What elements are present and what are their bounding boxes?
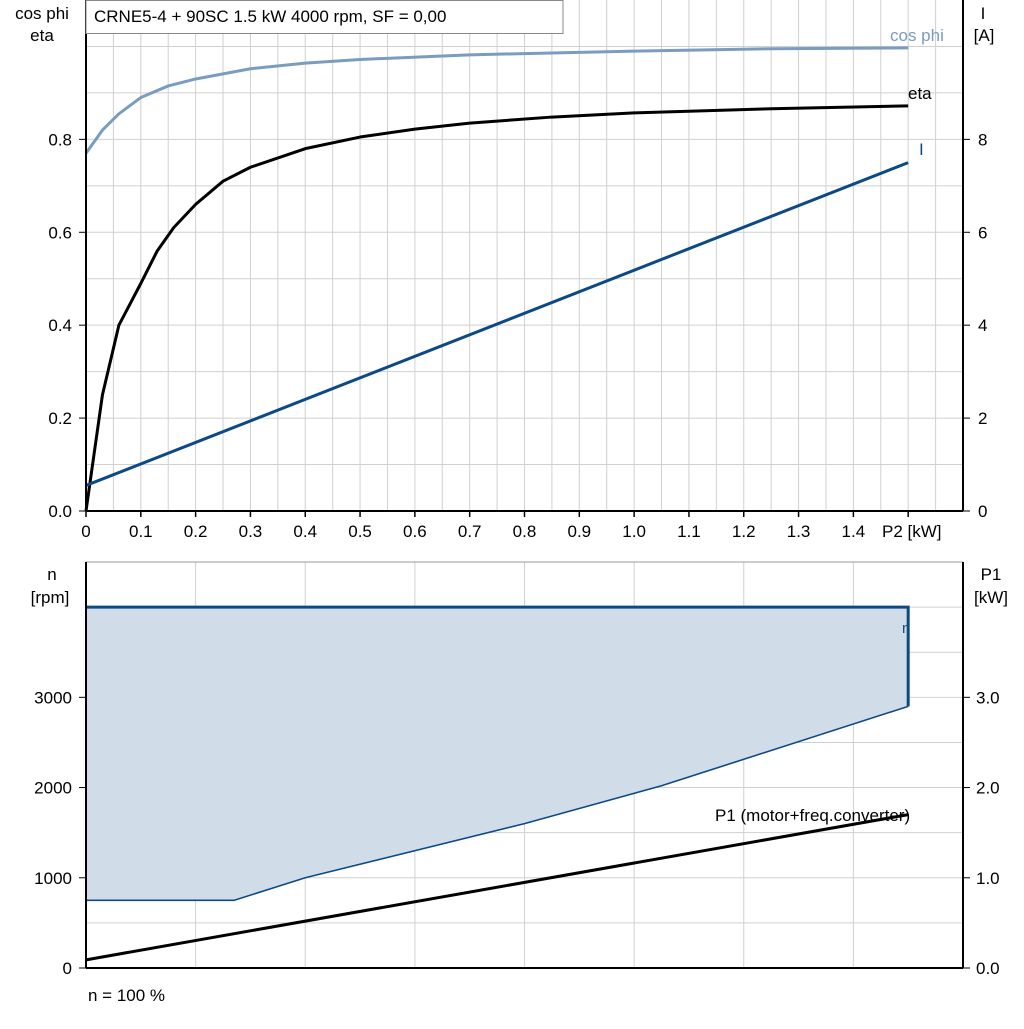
bottom-left-ylabel-2: [rpm] [31,588,70,607]
y-tick-label-left: 0 [63,959,72,978]
x-tick-label: 0.4 [293,522,317,541]
y-tick-label-left: 3000 [34,688,72,707]
x-tick-label: 1.1 [677,522,701,541]
title-box [85,0,564,34]
y-tick-label-left: 0.4 [48,316,72,335]
x-tick-label: 0.9 [567,522,591,541]
speed-lower-line [86,705,909,902]
y-tick-label-right: 8 [978,130,987,149]
x-tick-label: 0 [81,522,90,541]
p1-line [85,813,909,962]
y-tick-label-left: 1000 [34,869,72,888]
y-tick-label-right: 2.0 [976,779,1000,798]
x-tick-label: 0.1 [129,522,153,541]
top-xlabel: P2 [kW] [882,522,942,541]
top-right-ylabel-1: I [981,4,986,23]
speed-range-area [86,607,909,901]
footer-note: n = 100 % [88,986,165,1005]
y-tick-label-left: 0.2 [48,409,72,428]
bottom-right-ylabel-1: P1 [981,565,1002,584]
y-tick-label-right: 4 [978,316,987,335]
x-tick-label: 0.3 [239,522,263,541]
y-tick-label-left: 2000 [34,779,72,798]
top-right-ylabel-2: [A] [974,26,995,45]
eta-line [84,104,909,512]
chart-title: CRNE5-4 + 90SC 1.5 kW 4000 rpm, SF = 0,0… [94,7,446,26]
bottom-left-ylabel-1: n [47,565,56,584]
x-tick-label: 0.7 [458,522,482,541]
x-tick-label: 1.2 [732,522,756,541]
y-tick-label-left: 0.8 [48,130,72,149]
cosphi-line [84,46,909,155]
y-tick-label-right: 0 [978,502,987,521]
series-label-cosphi: cos phi [890,26,944,45]
y-tick-label-left: 0.0 [48,502,72,521]
chart-marks [84,46,910,962]
top-left-ylabel-2: eta [30,26,54,45]
y-tick-label-right: 1.0 [976,869,1000,888]
speed-upper-line [86,605,910,707]
y-tick-label-left: 0.6 [48,223,72,242]
y-tick-label-right: 6 [978,223,987,242]
x-tick-label: 0.6 [403,522,427,541]
x-tick-label: 1.4 [842,522,866,541]
axes: 0 0.1 0.2 0.3 0.4 0.5 0.6 0.7 0.8 0.9 1.0 1.1 1.2 1.3… [34,0,1000,978]
series-label-eta: eta [908,84,932,103]
y-tick-label-right: 3.0 [976,688,1000,707]
x-tick-label: 0.2 [184,522,208,541]
x-tick-label: 0.5 [348,522,372,541]
y-tick-label-right: 2 [978,409,987,428]
series-label-p1: P1 (motor+freq.converter) [715,806,910,825]
series-label-current: I [919,140,924,159]
series-label-speed: n [902,620,910,637]
x-tick-label: 1.0 [622,522,646,541]
x-tick-label: 0.8 [513,522,537,541]
top-left-ylabel-1: cos phi [15,4,69,23]
current-line [85,161,909,487]
bottom-right-ylabel-2: [kW] [974,588,1008,607]
top-grid [86,0,963,511]
x-tick-label: 1.3 [787,522,811,541]
y-tick-label-right: 0.0 [976,959,1000,978]
